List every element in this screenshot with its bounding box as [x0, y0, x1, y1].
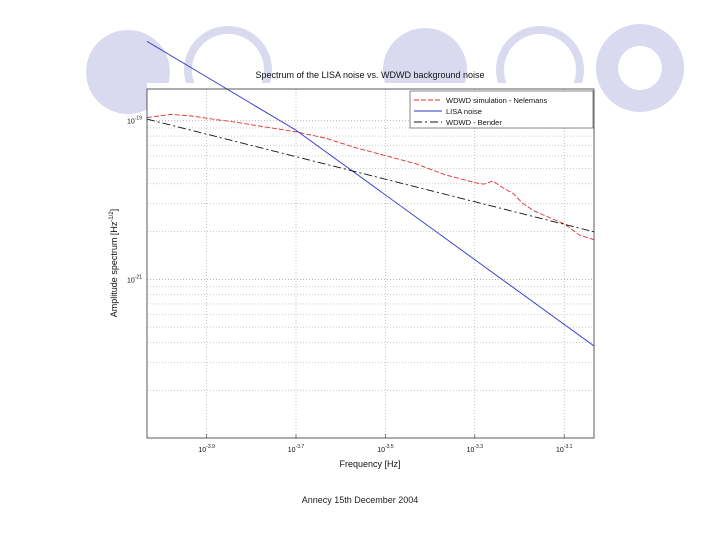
y-tick-label: 10-21	[127, 274, 142, 284]
legend-label: LISA noise	[446, 107, 482, 116]
series-line-3	[146, 118, 595, 233]
x-tick-label: 10-3.9	[198, 444, 215, 454]
chart-title: Spectrum of the LISA noise vs. WDWD back…	[255, 70, 484, 80]
y-axis-label-sup: -1/2	[109, 211, 115, 222]
decor-circle-inner	[618, 46, 662, 90]
legend: WDWD simulation - Nelemans LISA noise WDWD…	[409, 90, 594, 129]
slide-footer: Annecy 15th December 2004	[301, 495, 419, 505]
x-tick-label: 10-3.3	[467, 444, 484, 454]
plot-background	[147, 83, 594, 438]
legend-box	[409, 90, 594, 129]
plot-frame	[146, 88, 595, 439]
x-tick-label: 10-3.1	[556, 444, 573, 454]
y-axis-label-main: Amplitude spectrum [Hz	[109, 221, 119, 317]
y-axis-label: Amplitude spectrum [Hz-1/2]	[109, 209, 119, 317]
y-tick-label: 10-19	[127, 116, 142, 126]
y-axis-label-close: ]	[109, 209, 119, 212]
series-line-1	[146, 113, 595, 241]
x-axis-label: Frequency [Hz]	[339, 459, 400, 469]
legend-label: WDWD simulation - Nelemans	[446, 96, 548, 105]
x-tick-label: 10-3.5	[377, 444, 394, 454]
legend-label: WDWD - Bender	[446, 118, 502, 127]
x-tick-label: 10-3.7	[288, 444, 305, 454]
series-line-2	[146, 41, 595, 347]
